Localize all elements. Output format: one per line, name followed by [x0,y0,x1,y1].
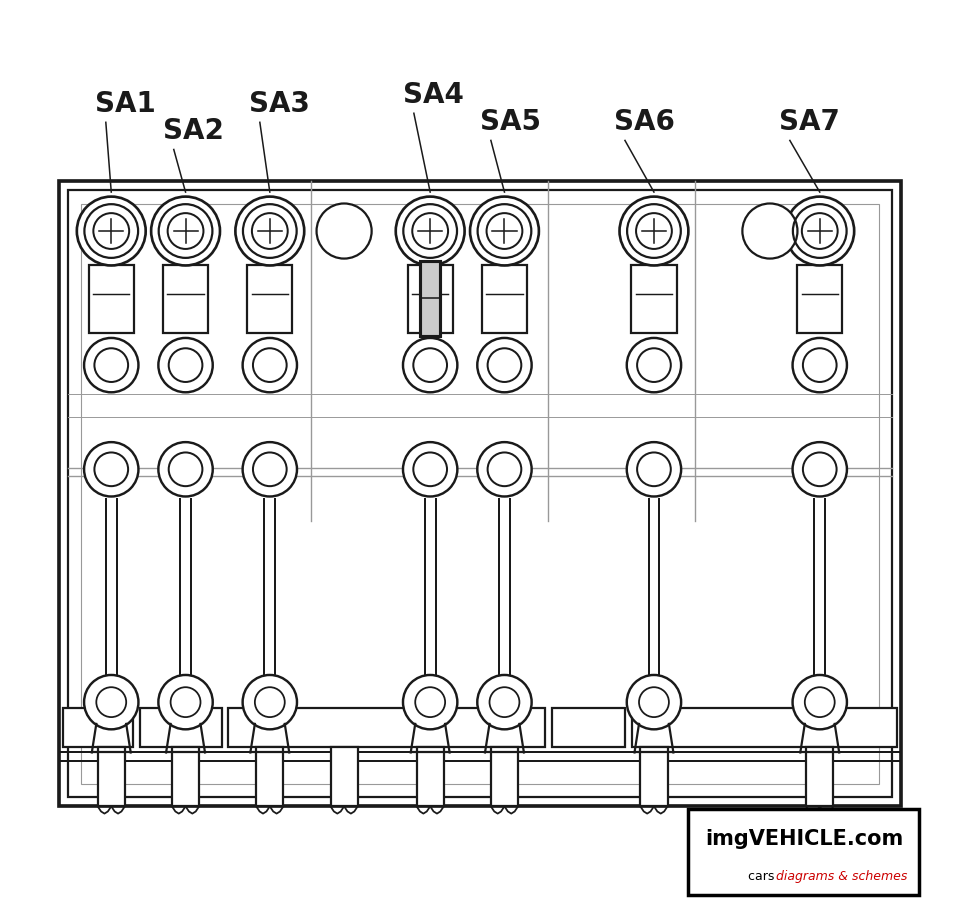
Circle shape [490,687,519,718]
Circle shape [785,197,854,265]
Circle shape [169,452,203,487]
Bar [228,708,545,747]
Circle shape [158,338,213,392]
Circle shape [477,442,532,496]
Circle shape [487,213,522,249]
Text: SA7: SA7 [779,108,840,136]
Bar [632,265,677,333]
Circle shape [317,204,372,258]
Bar [88,265,133,333]
Text: diagrams & schemes: diagrams & schemes [777,870,907,882]
Circle shape [243,338,297,392]
Bar [59,181,901,806]
Text: SA2: SA2 [163,117,224,145]
Circle shape [627,675,682,729]
Bar [420,261,441,336]
Circle shape [243,442,297,496]
Bar [640,747,667,806]
Circle shape [619,197,688,265]
Circle shape [742,204,798,258]
Circle shape [627,442,682,496]
Bar [63,708,133,747]
Circle shape [793,338,847,392]
Circle shape [477,338,532,392]
Circle shape [488,452,521,487]
Circle shape [639,687,669,718]
Bar [163,265,208,333]
Circle shape [94,452,128,487]
Circle shape [84,675,138,729]
Circle shape [252,452,287,487]
Bar [797,265,843,333]
Bar [82,204,878,784]
Circle shape [477,675,532,729]
Circle shape [804,687,834,718]
Circle shape [94,348,128,382]
Circle shape [416,687,445,718]
Circle shape [414,348,447,382]
Circle shape [414,452,447,487]
Circle shape [802,213,838,249]
Bar [806,747,833,806]
Circle shape [793,675,847,729]
Bar [140,708,222,747]
Circle shape [793,442,847,496]
Circle shape [627,338,682,392]
Text: SA5: SA5 [480,108,541,136]
Circle shape [803,348,836,382]
Bar [417,747,444,806]
Circle shape [151,197,220,265]
Bar [633,708,897,747]
Circle shape [252,213,288,249]
Circle shape [403,675,457,729]
Circle shape [403,338,457,392]
Circle shape [396,197,465,265]
Circle shape [636,213,672,249]
Circle shape [84,338,138,392]
Bar [688,809,920,895]
Circle shape [168,213,204,249]
Circle shape [84,442,138,496]
Circle shape [77,197,146,265]
Text: imgVEHICLE.com: imgVEHICLE.com [705,829,903,849]
Bar [482,265,527,333]
Bar [553,708,625,747]
Circle shape [158,442,213,496]
Circle shape [235,197,304,265]
Circle shape [252,348,287,382]
Circle shape [637,348,671,382]
Bar [330,747,358,806]
Circle shape [470,197,539,265]
Circle shape [93,213,130,249]
Circle shape [488,348,521,382]
Circle shape [171,687,201,718]
Bar [256,747,283,806]
Text: cars: cars [749,870,779,882]
Text: SA3: SA3 [249,90,310,118]
Circle shape [96,687,126,718]
Bar [68,190,892,797]
Circle shape [158,675,213,729]
Bar [172,747,199,806]
Text: SA1: SA1 [95,90,156,118]
Bar [407,265,453,333]
Circle shape [243,675,297,729]
Circle shape [412,213,448,249]
Text: SA4: SA4 [403,81,464,109]
Circle shape [169,348,203,382]
Bar [247,265,293,333]
Circle shape [254,687,285,718]
Text: SA6: SA6 [614,108,675,136]
Bar [98,747,125,806]
Circle shape [403,442,457,496]
Circle shape [803,452,836,487]
Circle shape [637,452,671,487]
Bar [491,747,518,806]
